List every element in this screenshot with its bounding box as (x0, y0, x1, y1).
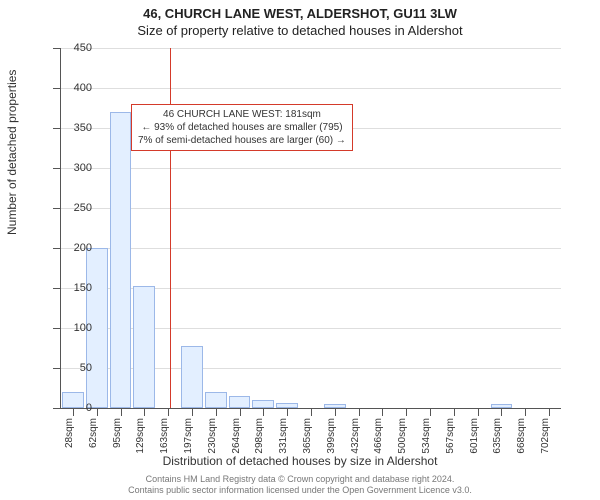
x-tick (382, 409, 383, 416)
x-tick (263, 409, 264, 416)
x-tick (216, 409, 217, 416)
x-tick (311, 409, 312, 416)
x-tick (501, 409, 502, 416)
x-tick (168, 409, 169, 416)
x-tick (359, 409, 360, 416)
x-tick (192, 409, 193, 416)
y-tick (53, 248, 60, 249)
annotation-box: 46 CHURCH LANE WEST: 181sqm ← 93% of det… (131, 104, 353, 151)
grid-line (61, 248, 561, 249)
y-tick (53, 368, 60, 369)
grid-line (61, 48, 561, 49)
x-tick (121, 409, 122, 416)
x-tick (335, 409, 336, 416)
x-tick (240, 409, 241, 416)
y-tick-label: 350 (62, 122, 92, 134)
histogram-bar (181, 346, 203, 408)
footer-line1: Contains HM Land Registry data © Crown c… (0, 474, 600, 485)
y-tick (53, 128, 60, 129)
title-address: 46, CHURCH LANE WEST, ALDERSHOT, GU11 3L… (0, 0, 600, 21)
y-tick (53, 208, 60, 209)
x-tick (478, 409, 479, 416)
plot-area: 46 CHURCH LANE WEST: 181sqm ← 93% of det… (60, 48, 561, 409)
reference-line (170, 48, 171, 408)
footer-line2: Contains public sector information licen… (0, 485, 600, 496)
y-tick (53, 328, 60, 329)
y-tick-label: 450 (62, 42, 92, 54)
x-axis-title: Distribution of detached houses by size … (0, 454, 600, 468)
y-tick-label: 150 (62, 282, 92, 294)
x-tick (144, 409, 145, 416)
x-tick (406, 409, 407, 416)
annotation-line2: ← 93% of detached houses are smaller (79… (138, 121, 346, 134)
histogram-bar (276, 403, 298, 408)
annotation-line3: 7% of semi-detached houses are larger (6… (138, 134, 346, 147)
y-tick (53, 408, 60, 409)
grid-line (61, 208, 561, 209)
x-tick (97, 409, 98, 416)
x-tick (430, 409, 431, 416)
y-tick-label: 100 (62, 322, 92, 334)
y-tick-label: 300 (62, 162, 92, 174)
y-tick-label: 200 (62, 242, 92, 254)
chart-container: 46, CHURCH LANE WEST, ALDERSHOT, GU11 3L… (0, 0, 600, 500)
histogram-bar (229, 396, 251, 408)
x-tick (549, 409, 550, 416)
histogram-bar (133, 286, 155, 408)
annotation-line1: 46 CHURCH LANE WEST: 181sqm (138, 108, 346, 121)
title-subtitle: Size of property relative to detached ho… (0, 21, 600, 38)
grid-line (61, 88, 561, 89)
x-tick (287, 409, 288, 416)
grid-line (61, 168, 561, 169)
x-tick (525, 409, 526, 416)
y-tick (53, 48, 60, 49)
y-tick (53, 288, 60, 289)
histogram-bar (324, 404, 346, 408)
histogram-bar (205, 392, 227, 408)
y-tick-label: 0 (62, 402, 92, 414)
histogram-bar (491, 404, 513, 408)
y-tick (53, 168, 60, 169)
y-tick (53, 88, 60, 89)
histogram-bar (252, 400, 274, 408)
histogram-bar (110, 112, 132, 408)
y-tick-label: 50 (62, 362, 92, 374)
y-tick-label: 400 (62, 82, 92, 94)
x-tick (454, 409, 455, 416)
y-tick-label: 250 (62, 202, 92, 214)
y-axis-title: Number of detached properties (5, 70, 19, 235)
footer: Contains HM Land Registry data © Crown c… (0, 474, 600, 496)
